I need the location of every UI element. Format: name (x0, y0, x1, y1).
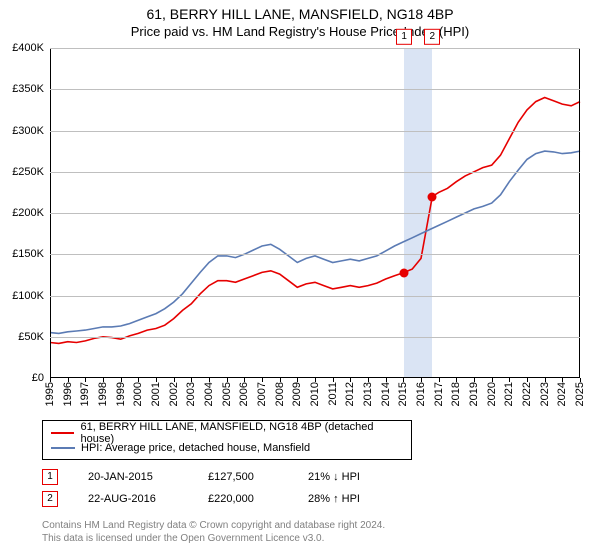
y-axis-tick-label: £0 (32, 372, 44, 384)
sales-row-hpi: 28% ↑ HPI (308, 493, 408, 505)
x-axis-tick-label: 1998 (97, 382, 109, 406)
y-axis-tick-label: £200K (12, 207, 44, 219)
chart-footer: Contains HM Land Registry data © Crown c… (42, 520, 385, 545)
x-axis-tick-label: 2018 (450, 382, 462, 406)
sales-row: 1 20-JAN-2015£127,50021% ↓ HPI (42, 466, 408, 488)
sale-marker (428, 192, 437, 201)
y-axis-tick-label: £350K (12, 83, 44, 95)
plot-area: £0£50K£100K£150K£200K£250K£300K£350K£400… (50, 48, 580, 378)
x-axis-tick-label: 2023 (539, 382, 551, 406)
y-axis-tick-label: £250K (12, 166, 44, 178)
x-axis-tick-label: 2005 (221, 382, 233, 406)
y-axis-tick-label: £300K (12, 125, 44, 137)
grid-line (50, 48, 580, 49)
y-axis-tick-label: £50K (18, 331, 44, 343)
x-axis-tick-label: 1999 (115, 382, 127, 406)
x-axis-tick-label: 2013 (362, 382, 374, 406)
grid-line (50, 172, 580, 173)
grid-line (50, 89, 580, 90)
x-axis-tick-label: 2024 (556, 382, 568, 406)
series-line-hpi (50, 151, 580, 333)
sale-flag: 1 (396, 29, 412, 45)
chart-legend: 61, BERRY HILL LANE, MANSFIELD, NG18 4BP… (42, 420, 412, 460)
x-axis-tick-label: 2011 (327, 382, 339, 406)
x-axis-tick-label: 2025 (574, 382, 586, 406)
sales-row: 2 22-AUG-2016£220,00028% ↑ HPI (42, 488, 408, 510)
footer-line-1: Contains HM Land Registry data © Crown c… (42, 520, 385, 533)
grid-line (50, 296, 580, 297)
sales-row-flag: 1 (42, 469, 58, 485)
x-axis-tick-label: 2014 (380, 382, 392, 406)
grid-line (50, 213, 580, 214)
y-axis-tick-label: £100K (12, 290, 44, 302)
x-axis-tick-label: 2015 (397, 382, 409, 406)
sales-row-price: £127,500 (208, 471, 308, 483)
chart-subtitle: Price paid vs. HM Land Registry's House … (0, 24, 600, 39)
x-axis-tick-label: 2000 (132, 382, 144, 406)
x-axis-tick-label: 2022 (521, 382, 533, 406)
price-vs-hpi-chart: 61, BERRY HILL LANE, MANSFIELD, NG18 4BP… (0, 0, 600, 560)
legend-swatch (51, 432, 74, 434)
x-axis-tick-label: 2017 (433, 382, 445, 406)
x-axis-tick-label: 2010 (309, 382, 321, 406)
x-axis-tick-label: 2001 (150, 382, 162, 406)
x-axis-tick-label: 1995 (44, 382, 56, 406)
series-line-price (50, 98, 580, 344)
x-axis-tick-label: 1996 (62, 382, 74, 406)
legend-label: HPI: Average price, detached house, Mans… (81, 442, 310, 454)
x-axis-tick-label: 2019 (468, 382, 480, 406)
x-axis-tick-label: 2016 (415, 382, 427, 406)
x-axis-tick-label: 2002 (168, 382, 180, 406)
y-axis-tick-label: £400K (12, 42, 44, 54)
footer-line-2: This data is licensed under the Open Gov… (42, 533, 385, 546)
x-axis-tick-label: 2007 (256, 382, 268, 406)
x-axis-tick-label: 2020 (486, 382, 498, 406)
legend-swatch (51, 447, 75, 449)
grid-line (50, 131, 580, 132)
x-axis-tick-label: 2004 (203, 382, 215, 406)
x-axis-tick-label: 2008 (274, 382, 286, 406)
sales-row-date: 20-JAN-2015 (88, 471, 208, 483)
x-axis-tick-label: 2012 (344, 382, 356, 406)
x-axis-tick-label: 2003 (185, 382, 197, 406)
x-axis-tick-label: 1997 (79, 382, 91, 406)
sales-row-hpi: 21% ↓ HPI (308, 471, 408, 483)
sales-row-date: 22-AUG-2016 (88, 493, 208, 505)
sales-row-price: £220,000 (208, 493, 308, 505)
grid-line (50, 254, 580, 255)
sales-row-flag: 2 (42, 491, 58, 507)
chart-title: 61, BERRY HILL LANE, MANSFIELD, NG18 4BP (0, 6, 600, 22)
sales-table: 1 20-JAN-2015£127,50021% ↓ HPI 2 22-AUG-201… (42, 466, 408, 510)
y-axis-tick-label: £150K (12, 248, 44, 260)
x-axis-tick-label: 2009 (291, 382, 303, 406)
grid-line (50, 337, 580, 338)
x-axis-tick-label: 2021 (503, 382, 515, 406)
sale-flag: 2 (424, 29, 440, 45)
x-axis-tick-label: 2006 (238, 382, 250, 406)
legend-item: 61, BERRY HILL LANE, MANSFIELD, NG18 4BP… (51, 425, 403, 440)
sale-marker (400, 268, 409, 277)
